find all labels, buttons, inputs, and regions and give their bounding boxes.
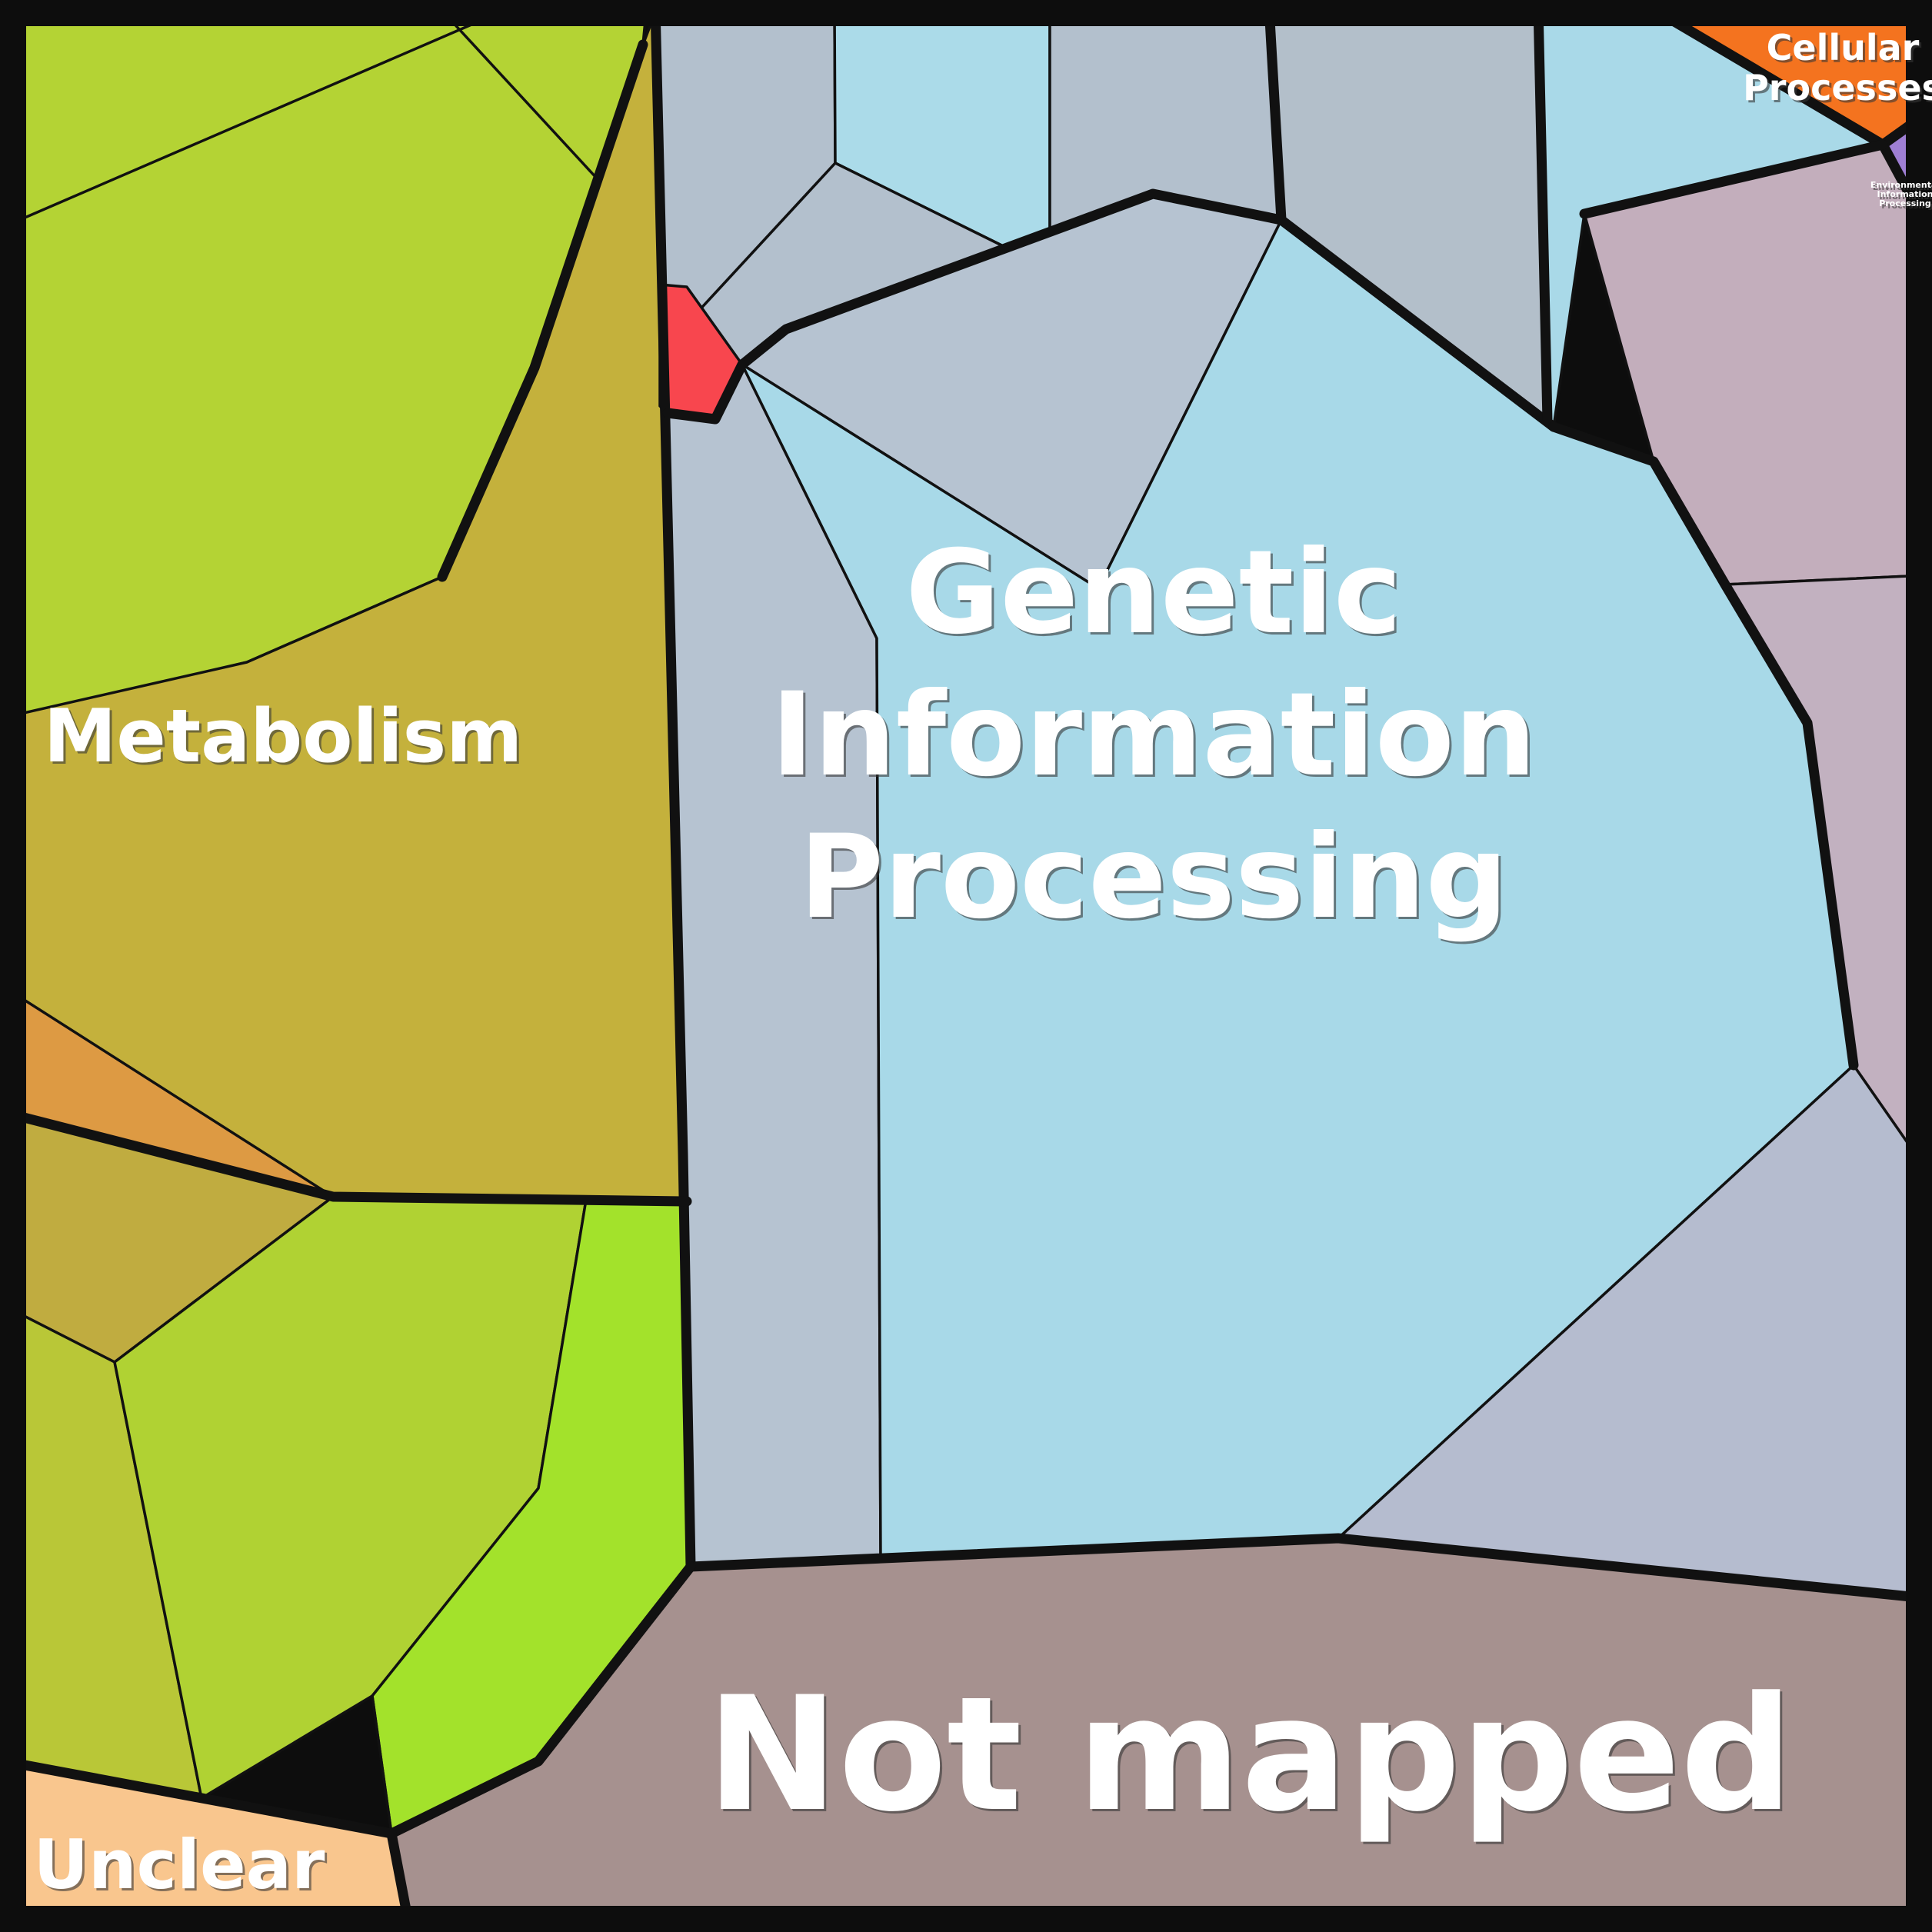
metabolism-internal-thick: [437, 39, 648, 582]
label-genetic-information-processing-text: Processing: [799, 811, 1508, 944]
top-vertical-1: [1264, 1, 1287, 225]
orange-boundary: [1643, 1, 1888, 150]
label-cellular-processes-text: Cellular: [1767, 27, 1920, 68]
label-not-mapped-text: Not mapped: [709, 1666, 1796, 1849]
label-genetic-information-processing-text: Genetic: [908, 528, 1404, 662]
label-genetic-information-processing-text: Information: [771, 668, 1536, 802]
orange-sliver-bottom: [0, 1106, 692, 1207]
label-env-info-processing-text: Processing: [1881, 201, 1932, 211]
label-cellular-processes-text: Processes: [1745, 69, 1932, 111]
notmapped-top-boundary: [685, 1533, 1931, 1604]
label-genetic-information-processing-text: Processing: [801, 813, 1511, 947]
gip-mauve-boundary: [1548, 421, 1859, 1071]
label-genetic-information-processing-text: Genetic: [905, 526, 1401, 660]
label-genetic-information-processing-text: Information: [773, 671, 1538, 804]
label-env-info-processing: EnvironmentalEnvironmentalInformationInf…: [1870, 180, 1932, 211]
label-metabolism-text: Metabolism: [46, 697, 525, 781]
label-cellular-processes-text: Processes: [1743, 67, 1932, 108]
v1-to-v2-diagonal: [1276, 215, 1559, 432]
brightgreen-split-hairline: [371, 1694, 393, 1835]
green-top-hairline: [439, 8, 599, 181]
label-metabolism-text: Metabolism: [44, 695, 522, 779]
label-genetic-information-processing: GeneticGeneticInformationInformationProc…: [771, 526, 1538, 947]
label-env-info-processing-text: Processing: [1879, 198, 1931, 208]
band-upper-edge: [662, 188, 1287, 425]
metabolism-notmapped-boundary: [386, 1561, 696, 1839]
label-env-info-processing-text: Environmental: [1873, 182, 1932, 192]
label-env-info-processing-text: Information: [1880, 192, 1932, 202]
green-corner-hairline: [11, 11, 501, 225]
top-vertical-2: [1533, 1, 1553, 427]
column2-mauve-boundary: [1579, 139, 1888, 219]
unclear-boundary: [7, 1757, 415, 1931]
metabolism-gip-boundary: [650, 1, 696, 1572]
label-not-mapped-text: Not mapped: [707, 1664, 1794, 1847]
label-env-info-processing-text: Information: [1877, 189, 1932, 199]
label-cellular-processes-text: Cellular: [1769, 29, 1922, 71]
label-unclear-text: Unclear: [34, 1825, 326, 1904]
label-env-info-processing-text: Environmental: [1870, 180, 1932, 190]
label-unclear-text: Unclear: [36, 1827, 328, 1907]
